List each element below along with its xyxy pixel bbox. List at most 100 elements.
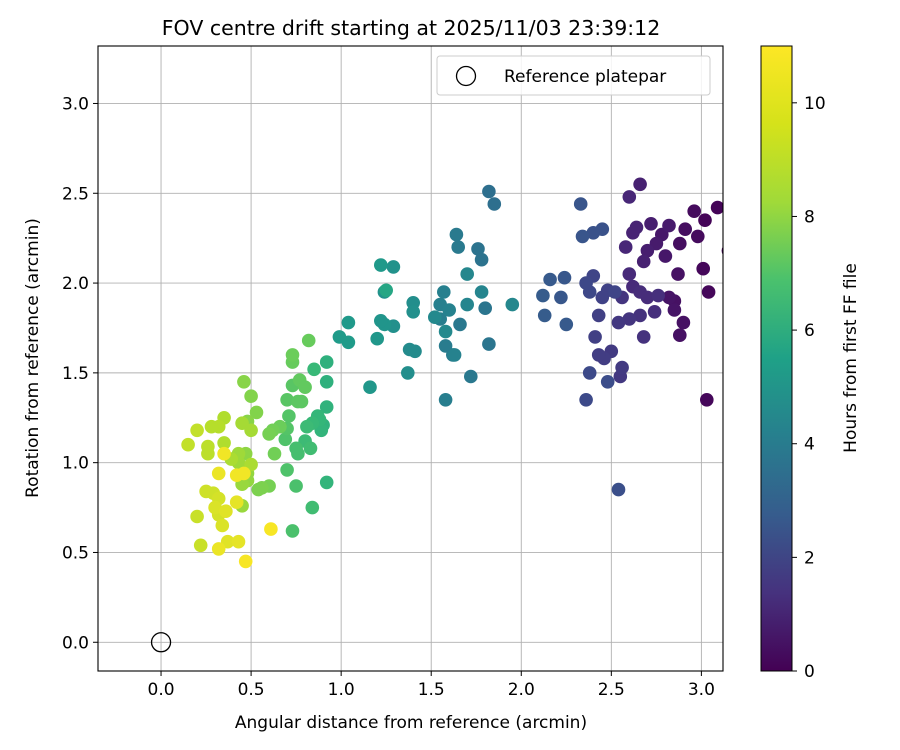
data-point bbox=[622, 267, 637, 281]
data-point bbox=[505, 297, 520, 312]
data-point bbox=[700, 393, 714, 407]
data-point bbox=[285, 524, 300, 538]
data-point bbox=[460, 297, 475, 312]
data-point bbox=[478, 301, 493, 316]
y-tick-label: 1.0 bbox=[62, 454, 89, 474]
data-point bbox=[201, 446, 215, 461]
data-point bbox=[215, 518, 230, 533]
data-point bbox=[636, 254, 651, 269]
data-point bbox=[662, 218, 676, 233]
data-point bbox=[341, 315, 356, 330]
y-tick-label: 3.0 bbox=[62, 94, 89, 114]
data-point bbox=[370, 331, 385, 346]
data-point bbox=[244, 389, 258, 404]
data-point bbox=[582, 366, 597, 380]
data-point bbox=[636, 330, 651, 344]
data-point bbox=[611, 315, 626, 330]
reference-marker-group bbox=[150, 632, 172, 653]
x-tick-label: 3.0 bbox=[688, 680, 715, 700]
colorbar-label: Hours from first FF file bbox=[841, 263, 861, 453]
data-point bbox=[586, 226, 601, 240]
data-point bbox=[278, 432, 293, 447]
data-point bbox=[447, 348, 462, 362]
colorbar: 0 2 4 6 8 10 Hours from first FF file bbox=[760, 45, 861, 682]
data-point bbox=[251, 482, 266, 497]
data-point bbox=[319, 375, 334, 389]
data-point bbox=[579, 276, 593, 290]
data-point bbox=[667, 303, 682, 317]
data-point bbox=[319, 475, 334, 490]
data-point bbox=[319, 400, 334, 414]
data-point bbox=[428, 310, 442, 325]
data-point bbox=[244, 423, 258, 438]
data-point bbox=[264, 522, 278, 536]
data-point bbox=[588, 330, 602, 344]
data-point bbox=[460, 267, 475, 281]
x-tick-label: 2.0 bbox=[508, 680, 535, 700]
x-tick-label: 0.0 bbox=[148, 680, 175, 700]
data-point bbox=[673, 328, 687, 343]
x-tick-label: 1.0 bbox=[328, 680, 355, 700]
data-point bbox=[374, 314, 388, 328]
data-point bbox=[658, 249, 673, 263]
colorbar-tick-label: 8 bbox=[804, 207, 815, 227]
y-tick-label: 2.5 bbox=[62, 184, 89, 204]
data-point bbox=[363, 380, 377, 395]
data-point bbox=[536, 288, 550, 303]
data-point bbox=[611, 482, 626, 497]
data-point bbox=[319, 355, 334, 369]
colorbar-tick-label: 6 bbox=[804, 321, 815, 341]
data-point bbox=[442, 303, 457, 317]
data-point bbox=[190, 423, 204, 438]
data-point bbox=[211, 466, 226, 481]
data-point bbox=[678, 222, 692, 236]
x-tick-label: 2.5 bbox=[598, 680, 625, 700]
data-point bbox=[633, 308, 647, 323]
data-point bbox=[280, 393, 294, 407]
legend: Reference platepar bbox=[436, 55, 711, 96]
data-point bbox=[543, 272, 557, 287]
y-tick-label: 1.5 bbox=[62, 364, 89, 384]
data-point bbox=[249, 405, 264, 420]
data-point bbox=[289, 441, 303, 456]
data-point bbox=[402, 342, 417, 357]
data-point bbox=[449, 227, 464, 242]
colorbar-tick-label: 2 bbox=[804, 548, 815, 568]
data-point bbox=[474, 252, 489, 267]
data-point bbox=[687, 204, 701, 218]
axis-ticks: 0.0 0.5 1.0 1.5 2.0 2.5 3.0 0.0 0.5 1.0 1.5 2.0 2.5 3… bbox=[62, 94, 715, 700]
data-point bbox=[615, 360, 629, 375]
data-point bbox=[289, 479, 303, 493]
colorbar-tick-label: 4 bbox=[804, 435, 815, 455]
data-point bbox=[662, 290, 676, 305]
data-point bbox=[482, 184, 496, 199]
data-point bbox=[647, 305, 662, 319]
data-point bbox=[300, 419, 314, 434]
scatter-points bbox=[181, 177, 723, 569]
data-point bbox=[438, 339, 453, 353]
data-point bbox=[238, 554, 253, 569]
data-point bbox=[575, 229, 590, 244]
data-point bbox=[217, 446, 231, 461]
x-tick-label: 0.5 bbox=[238, 680, 265, 700]
data-point bbox=[698, 213, 712, 227]
y-tick-label: 0.0 bbox=[62, 633, 89, 653]
data-point bbox=[285, 348, 300, 362]
data-point bbox=[229, 495, 244, 510]
data-point bbox=[618, 240, 633, 254]
data-point bbox=[676, 315, 691, 330]
data-point bbox=[437, 285, 451, 299]
data-point bbox=[386, 260, 401, 274]
data-point bbox=[559, 317, 574, 332]
data-point bbox=[401, 366, 415, 380]
data-point bbox=[332, 330, 347, 344]
data-point bbox=[591, 348, 606, 362]
data-point bbox=[301, 333, 316, 348]
data-point bbox=[294, 394, 309, 409]
data-point bbox=[280, 463, 294, 477]
data-point bbox=[237, 466, 251, 481]
data-point bbox=[471, 242, 485, 256]
legend-marker-icon bbox=[455, 65, 477, 87]
data-point bbox=[267, 446, 282, 461]
data-point bbox=[633, 177, 647, 192]
